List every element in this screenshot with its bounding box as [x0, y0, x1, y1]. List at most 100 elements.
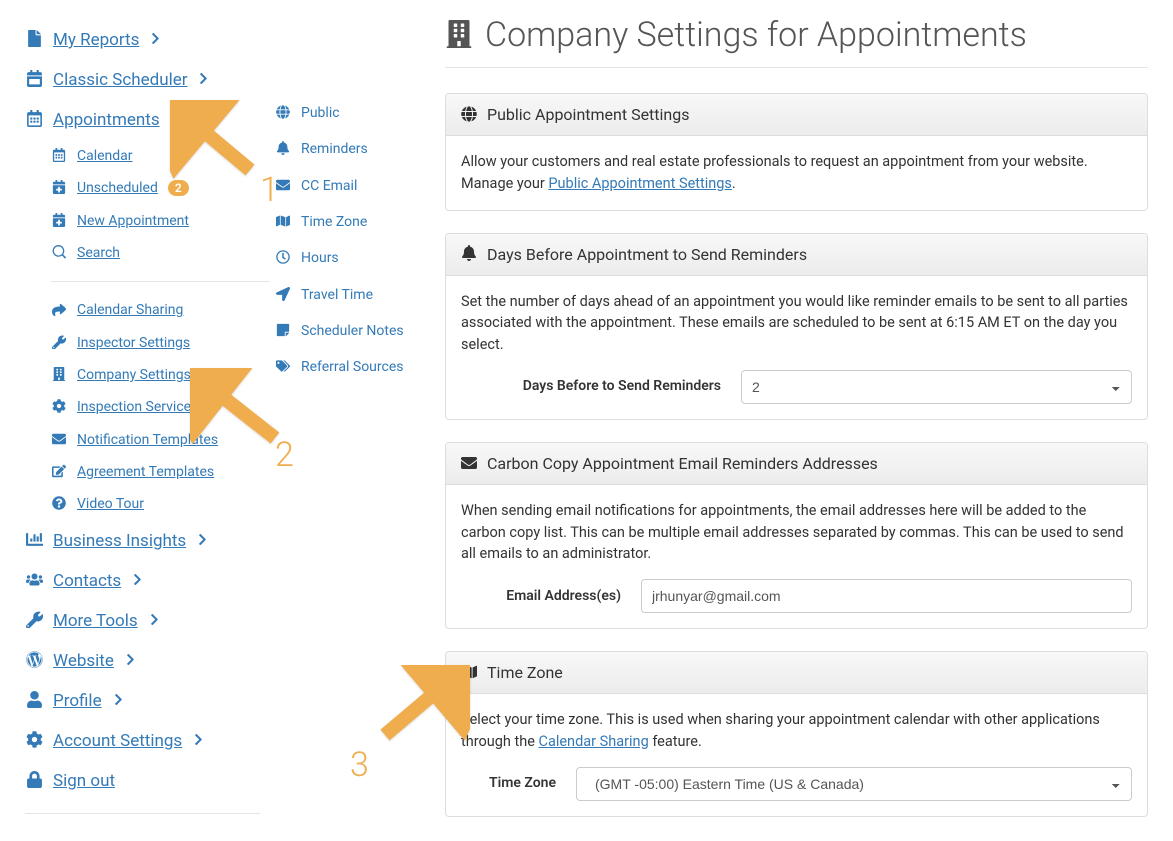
building-icon — [51, 367, 67, 383]
section-travel-time[interactable]: Travel Time — [275, 277, 435, 313]
sub-label: Calendar Sharing — [77, 302, 183, 318]
nav-profile[interactable]: Profile — [25, 681, 260, 721]
panel-desc: When sending email notifications for app… — [461, 502, 1124, 563]
section-scheduler-notes[interactable]: Scheduler Notes — [275, 313, 435, 349]
sub-label: Agreement Templates — [77, 464, 214, 480]
location-arrow-icon — [275, 287, 291, 303]
nav-label: My Reports — [53, 30, 139, 50]
main-content: Company Settings for Appointments Public… — [445, 0, 1173, 841]
globe-icon — [275, 105, 291, 121]
panel-header: Days Before Appointment to Send Reminder… — [446, 234, 1147, 276]
nav-more-tools[interactable]: More Tools — [25, 601, 260, 641]
envelope-icon — [461, 454, 477, 473]
section-label: Travel Time — [301, 287, 373, 303]
section-label: Referral Sources — [301, 359, 404, 375]
nav-appointments[interactable]: Appointments — [25, 100, 260, 140]
sub-company-settings[interactable]: Company Settings — [51, 359, 260, 391]
bell-icon — [275, 141, 291, 157]
user-icon — [25, 691, 43, 711]
chevron-right-icon — [197, 72, 210, 87]
field-label: Days Before to Send Reminders — [461, 376, 741, 397]
nav-label: Sign out — [53, 771, 115, 791]
sub-label: Unscheduled — [77, 180, 158, 196]
map-icon — [275, 214, 291, 230]
nav-website[interactable]: Website — [25, 641, 260, 681]
field-label: Time Zone — [461, 773, 576, 794]
question-circle-icon — [51, 496, 67, 512]
sub-notification-templates[interactable]: Notification Templates — [51, 424, 260, 456]
count-badge: 2 — [168, 180, 189, 196]
nav-contacts[interactable]: Contacts — [25, 561, 260, 601]
sub-unscheduled[interactable]: Unscheduled 2 — [51, 172, 260, 204]
section-reminders[interactable]: Reminders — [275, 131, 435, 167]
sub-inspection-services[interactable]: Inspection Services — [51, 391, 260, 423]
nav-classic-scheduler[interactable]: Classic Scheduler — [25, 60, 260, 100]
section-public[interactable]: Public — [275, 95, 435, 131]
sub-label: Inspector Settings — [77, 335, 190, 351]
cc-email-input[interactable] — [641, 579, 1132, 613]
calendar-alt-icon — [25, 70, 43, 90]
panel-timezone: Time Zone Select your time zone. This is… — [445, 651, 1148, 817]
timezone-select[interactable]: (GMT -05:00) Eastern Time (US & Canada) — [576, 767, 1132, 801]
sub-calendar-sharing[interactable]: Calendar Sharing — [51, 294, 260, 326]
bar-chart-icon — [25, 531, 43, 551]
sub-video-tour[interactable]: Video Tour — [51, 488, 260, 520]
wordpress-icon — [25, 651, 43, 671]
clock-icon — [275, 250, 291, 266]
wrench-icon — [25, 611, 43, 631]
section-label: Time Zone — [301, 214, 367, 230]
chevron-right-icon — [131, 573, 144, 588]
divider — [25, 813, 260, 814]
section-referral-sources[interactable]: Referral Sources — [275, 349, 435, 385]
calendar-icon — [51, 148, 67, 164]
sub-label: Company Settings — [77, 367, 191, 383]
page-title-text: Company Settings for Appointments — [485, 15, 1027, 55]
chevron-right-icon — [192, 733, 205, 748]
sub-agreement-templates[interactable]: Agreement Templates — [51, 456, 260, 488]
calendar-icon — [25, 110, 43, 130]
panel-cc-email: Carbon Copy Appointment Email Reminders … — [445, 442, 1148, 629]
sub-label: Search — [77, 245, 120, 261]
nav-account-settings[interactable]: Account Settings — [25, 721, 260, 761]
calendar-sharing-link[interactable]: Calendar Sharing — [539, 733, 649, 750]
nav-label: Contacts — [53, 571, 121, 591]
wrench-icon — [51, 335, 67, 351]
chevron-right-icon — [149, 32, 162, 47]
days-before-select[interactable]: 2 — [741, 370, 1132, 404]
field-label: Email Address(es) — [461, 586, 641, 607]
form-row-email: Email Address(es) — [461, 579, 1132, 613]
sub-new-appointment[interactable]: New Appointment — [51, 205, 260, 237]
cog-icon — [51, 399, 67, 415]
section-label: CC Email — [301, 178, 357, 194]
section-hours[interactable]: Hours — [275, 240, 435, 276]
sub-inspector-settings[interactable]: Inspector Settings — [51, 327, 260, 359]
form-row-days: Days Before to Send Reminders 2 — [461, 370, 1132, 404]
form-row-timezone: Time Zone (GMT -05:00) Eastern Time (US … — [461, 767, 1132, 801]
search-icon — [51, 245, 67, 261]
globe-icon — [461, 105, 477, 124]
panel-header: Public Appointment Settings — [446, 94, 1147, 136]
sub-label: New Appointment — [77, 213, 189, 229]
sub-search[interactable]: Search — [51, 237, 260, 269]
section-cc-email[interactable]: CC Email — [275, 168, 435, 204]
public-settings-link[interactable]: Public Appointment Settings — [548, 175, 732, 192]
nav-business-insights[interactable]: Business Insights — [25, 521, 260, 561]
envelope-icon — [275, 178, 291, 194]
section-label: Hours — [301, 250, 339, 266]
nav-label: More Tools — [53, 611, 138, 631]
sub-label: Inspection Services — [77, 399, 198, 415]
panel-desc-post: feature. — [649, 733, 702, 750]
panel-body: Select your time zone. This is used when… — [446, 694, 1147, 816]
chevron-down-icon — [170, 112, 183, 127]
nav-label: Appointments — [53, 110, 160, 130]
nav-my-reports[interactable]: My Reports — [25, 20, 260, 60]
panel-header: Carbon Copy Appointment Email Reminders … — [446, 443, 1147, 485]
envelope-icon — [51, 432, 67, 448]
calendar-plus-icon — [51, 180, 67, 196]
tags-icon — [275, 359, 291, 375]
nav-sign-out[interactable]: Sign out — [25, 761, 260, 801]
panel-desc-post: . — [732, 175, 736, 192]
sub-calendar[interactable]: Calendar — [51, 140, 260, 172]
section-timezone[interactable]: Time Zone — [275, 204, 435, 240]
panel-body: Set the number of days ahead of an appoi… — [446, 276, 1147, 419]
